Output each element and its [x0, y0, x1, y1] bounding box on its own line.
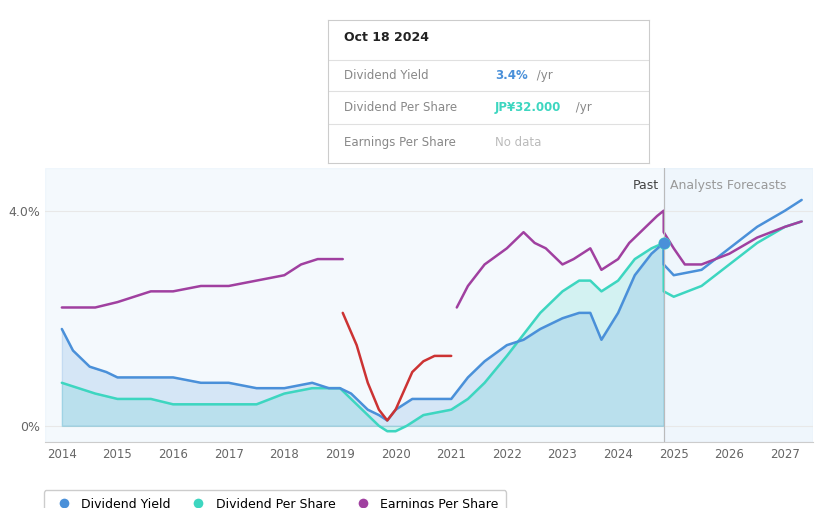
Text: Dividend Yield: Dividend Yield — [345, 69, 429, 82]
Bar — [663, 168, 813, 442]
Text: Analysts Forecasts: Analysts Forecasts — [671, 179, 787, 192]
Legend: Dividend Yield, Dividend Per Share, Earnings Per Share: Dividend Yield, Dividend Per Share, Earn… — [44, 490, 507, 508]
Text: No data: No data — [495, 136, 541, 149]
Bar — [45, 168, 663, 442]
Text: 3.4%: 3.4% — [495, 69, 528, 82]
Text: Earnings Per Share: Earnings Per Share — [345, 136, 456, 149]
Text: Dividend Per Share: Dividend Per Share — [345, 101, 457, 114]
Text: /yr: /yr — [534, 69, 553, 82]
Text: JP¥32.000: JP¥32.000 — [495, 101, 562, 114]
Text: /yr: /yr — [571, 101, 591, 114]
Text: Past: Past — [633, 179, 659, 192]
Text: Oct 18 2024: Oct 18 2024 — [345, 31, 429, 44]
